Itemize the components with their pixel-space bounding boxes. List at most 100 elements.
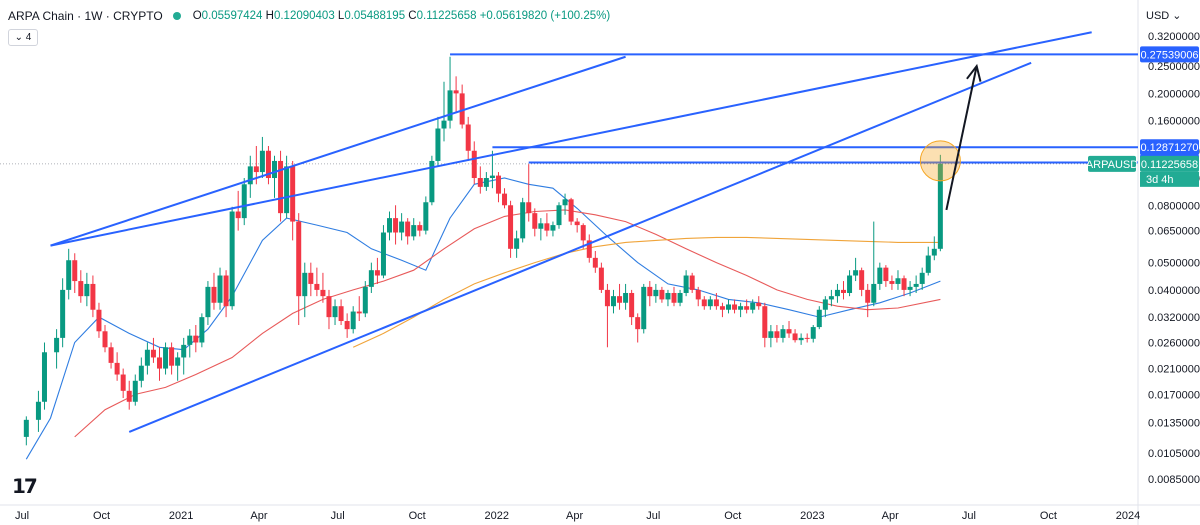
candle-body[interactable]: [701, 299, 707, 307]
candle-body[interactable]: [822, 299, 828, 310]
candle-body[interactable]: [828, 296, 834, 300]
candle-body[interactable]: [66, 260, 72, 290]
candle-body[interactable]: [925, 255, 931, 273]
candle-body[interactable]: [738, 306, 744, 310]
candle-body[interactable]: [253, 166, 259, 173]
candle-body[interactable]: [713, 299, 719, 307]
candle-body[interactable]: [465, 124, 471, 151]
candle-body[interactable]: [296, 221, 302, 297]
candle-body[interactable]: [495, 175, 501, 194]
candle-body[interactable]: [853, 270, 859, 276]
candle-body[interactable]: [574, 221, 580, 226]
candle-body[interactable]: [919, 272, 925, 284]
candle-body[interactable]: [380, 232, 386, 276]
candle-body[interactable]: [78, 281, 84, 297]
candle-body[interactable]: [550, 225, 556, 231]
candle-body[interactable]: [635, 317, 641, 330]
channel-upper-extension-trendline[interactable]: [50, 31, 1092, 247]
candle-body[interactable]: [865, 289, 871, 303]
candle-body[interactable]: [138, 365, 144, 381]
candle-body[interactable]: [272, 160, 278, 179]
candle-body[interactable]: [35, 401, 41, 420]
candle-body[interactable]: [356, 311, 362, 314]
candle-body[interactable]: [871, 283, 877, 303]
candle-body[interactable]: [847, 275, 853, 293]
candle-body[interactable]: [163, 347, 169, 369]
indicator-toggle-button[interactable]: ⌄ 4: [8, 29, 38, 46]
candle-body[interactable]: [60, 289, 66, 338]
candle-body[interactable]: [834, 289, 840, 297]
symbol-title[interactable]: ARPA Chain · 1W · CRYPTO: [8, 9, 163, 23]
candle-body[interactable]: [23, 419, 29, 437]
candle-body[interactable]: [895, 278, 901, 284]
candle-body[interactable]: [144, 349, 150, 366]
candle-body[interactable]: [750, 302, 756, 310]
candle-body[interactable]: [169, 347, 175, 366]
candle-body[interactable]: [278, 160, 284, 214]
candle-body[interactable]: [90, 283, 96, 310]
candle-body[interactable]: [344, 321, 350, 330]
candle-body[interactable]: [641, 286, 647, 330]
candle-body[interactable]: [187, 335, 193, 345]
candle-body[interactable]: [816, 309, 822, 328]
candle-body[interactable]: [41, 352, 47, 402]
candle-body[interactable]: [368, 270, 374, 287]
candle-body[interactable]: [235, 211, 241, 219]
candle-body[interactable]: [568, 199, 574, 222]
candle-body[interactable]: [732, 304, 738, 310]
candle-body[interactable]: [877, 267, 883, 284]
candle-body[interactable]: [132, 380, 138, 402]
candle-body[interactable]: [556, 205, 562, 226]
candle-body[interactable]: [598, 267, 604, 290]
candle-body[interactable]: [526, 202, 532, 214]
candle-body[interactable]: [937, 163, 943, 249]
candle-body[interactable]: [471, 150, 477, 179]
candle-body[interactable]: [181, 344, 187, 358]
candle-body[interactable]: [532, 213, 538, 229]
candle-body[interactable]: [175, 357, 181, 366]
candle-body[interactable]: [671, 292, 677, 303]
candle-body[interactable]: [502, 193, 508, 206]
candle-body[interactable]: [284, 166, 290, 214]
candle-body[interactable]: [399, 221, 405, 233]
candle-body[interactable]: [592, 257, 598, 268]
candle-body[interactable]: [229, 211, 235, 307]
candle-body[interactable]: [859, 270, 865, 290]
candle-body[interactable]: [332, 306, 338, 318]
candle-body[interactable]: [193, 335, 199, 343]
candle-body[interactable]: [453, 90, 459, 94]
candle-body[interactable]: [774, 331, 780, 338]
candle-body[interactable]: [441, 120, 447, 129]
candle-body[interactable]: [538, 223, 544, 229]
candle-body[interactable]: [520, 202, 526, 239]
candle-body[interactable]: [156, 357, 162, 369]
candle-body[interactable]: [393, 218, 399, 233]
candle-body[interactable]: [756, 302, 762, 307]
candle-body[interactable]: [931, 248, 937, 256]
candle-body[interactable]: [483, 178, 489, 187]
highlight-circle[interactable]: [919, 140, 961, 182]
candle-body[interactable]: [72, 260, 78, 282]
candle-body[interactable]: [798, 337, 804, 341]
candle-body[interactable]: [459, 93, 465, 125]
candle-body[interactable]: [762, 306, 768, 338]
candle-body[interactable]: [508, 205, 514, 249]
candle-body[interactable]: [320, 289, 326, 297]
candle-body[interactable]: [810, 327, 816, 339]
candle-body[interactable]: [362, 286, 368, 314]
projection-arrow-head[interactable]: [966, 63, 982, 82]
candle-body[interactable]: [659, 289, 665, 300]
candle-body[interactable]: [707, 299, 713, 307]
candle-body[interactable]: [677, 292, 683, 303]
candle-body[interactable]: [883, 267, 889, 282]
candle-body[interactable]: [259, 150, 265, 173]
candle-body[interactable]: [265, 150, 271, 179]
candle-body[interactable]: [768, 331, 774, 338]
candle-body[interactable]: [477, 178, 483, 187]
candle-body[interactable]: [562, 199, 568, 206]
candle-body[interactable]: [514, 238, 520, 249]
candle-body[interactable]: [150, 349, 156, 358]
candle-body[interactable]: [350, 311, 356, 330]
candle-body[interactable]: [217, 275, 223, 303]
